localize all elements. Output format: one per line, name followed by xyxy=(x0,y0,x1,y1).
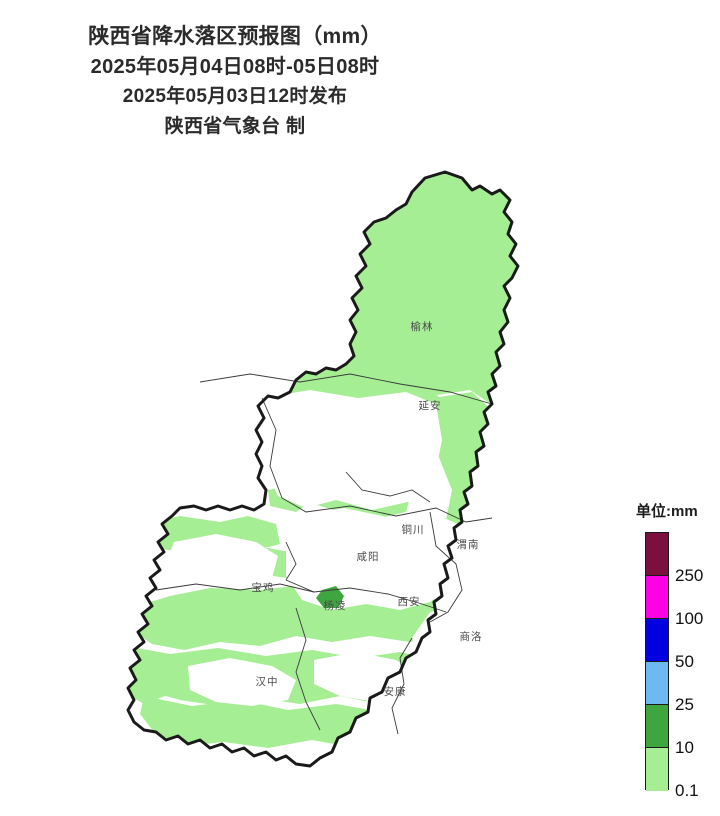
legend-tick-250: 250 xyxy=(675,566,704,585)
legend-tick-0.1: 0.1 xyxy=(675,781,699,800)
page-title: 陕西省降水落区预报图（mm） xyxy=(88,25,382,48)
issue-time-label: 2025年05月03日12时发布 xyxy=(122,86,348,107)
legend-band-0.1-10 xyxy=(646,748,668,791)
city-label-yangling: 杨凌 xyxy=(324,599,347,612)
legend-tick-50: 50 xyxy=(675,652,694,671)
legend-tick-100: 100 xyxy=(675,609,704,628)
province-boundary xyxy=(126,170,520,768)
legend-band-50-100 xyxy=(646,619,668,662)
issuing-agency-label: 陕西省气象台 制 xyxy=(164,116,306,137)
city-label-yulin: 榆林 xyxy=(411,320,434,333)
legend: 单位:mm 250 100 50 25 10 0.1 xyxy=(636,500,720,800)
title-block: 陕西省降水落区预报图（mm） 2025年05月04日08时-05日08时 202… xyxy=(0,22,470,142)
legend-band-250-plus xyxy=(646,533,668,576)
shaanxi-province-map: 榆林 延安 铜川 渭南 咸阳 宝鸡 杨凌 西安 商洛 汉中 安康 xyxy=(126,170,520,768)
prefecture-boundaries xyxy=(155,373,493,735)
legend-band-25-50 xyxy=(646,662,668,705)
city-label-baoji: 宝鸡 xyxy=(252,581,275,594)
city-label-yanan: 延安 xyxy=(419,399,442,412)
legend-tick-10: 10 xyxy=(675,738,694,757)
forecast-period-label: 2025年05月04日08时-05日08时 xyxy=(90,56,380,78)
legend-unit-label: 单位:mm xyxy=(636,503,698,520)
city-label-hanzhong: 汉中 xyxy=(256,675,279,688)
legend-color-bar xyxy=(645,532,669,791)
city-label-xianyang: 咸阳 xyxy=(357,551,380,563)
map-canvas: 榆林 延安 铜川 渭南 咸阳 宝鸡 杨凌 西安 商洛 汉中 安康 xyxy=(60,160,620,816)
city-label-xian: 西安 xyxy=(398,595,421,608)
city-label-ankang: 安康 xyxy=(384,685,407,698)
legend-band-100-250 xyxy=(646,576,668,619)
city-label-weinan: 渭南 xyxy=(457,538,480,551)
legend-tick-25: 25 xyxy=(675,695,694,714)
city-label-shangluo: 商洛 xyxy=(460,630,483,643)
legend-band-10-25 xyxy=(646,705,668,748)
city-label-group: 榆林 延安 铜川 渭南 咸阳 宝鸡 杨凌 西安 商洛 汉中 安康 xyxy=(252,320,483,698)
city-label-tongchuan: 铜川 xyxy=(402,524,425,536)
